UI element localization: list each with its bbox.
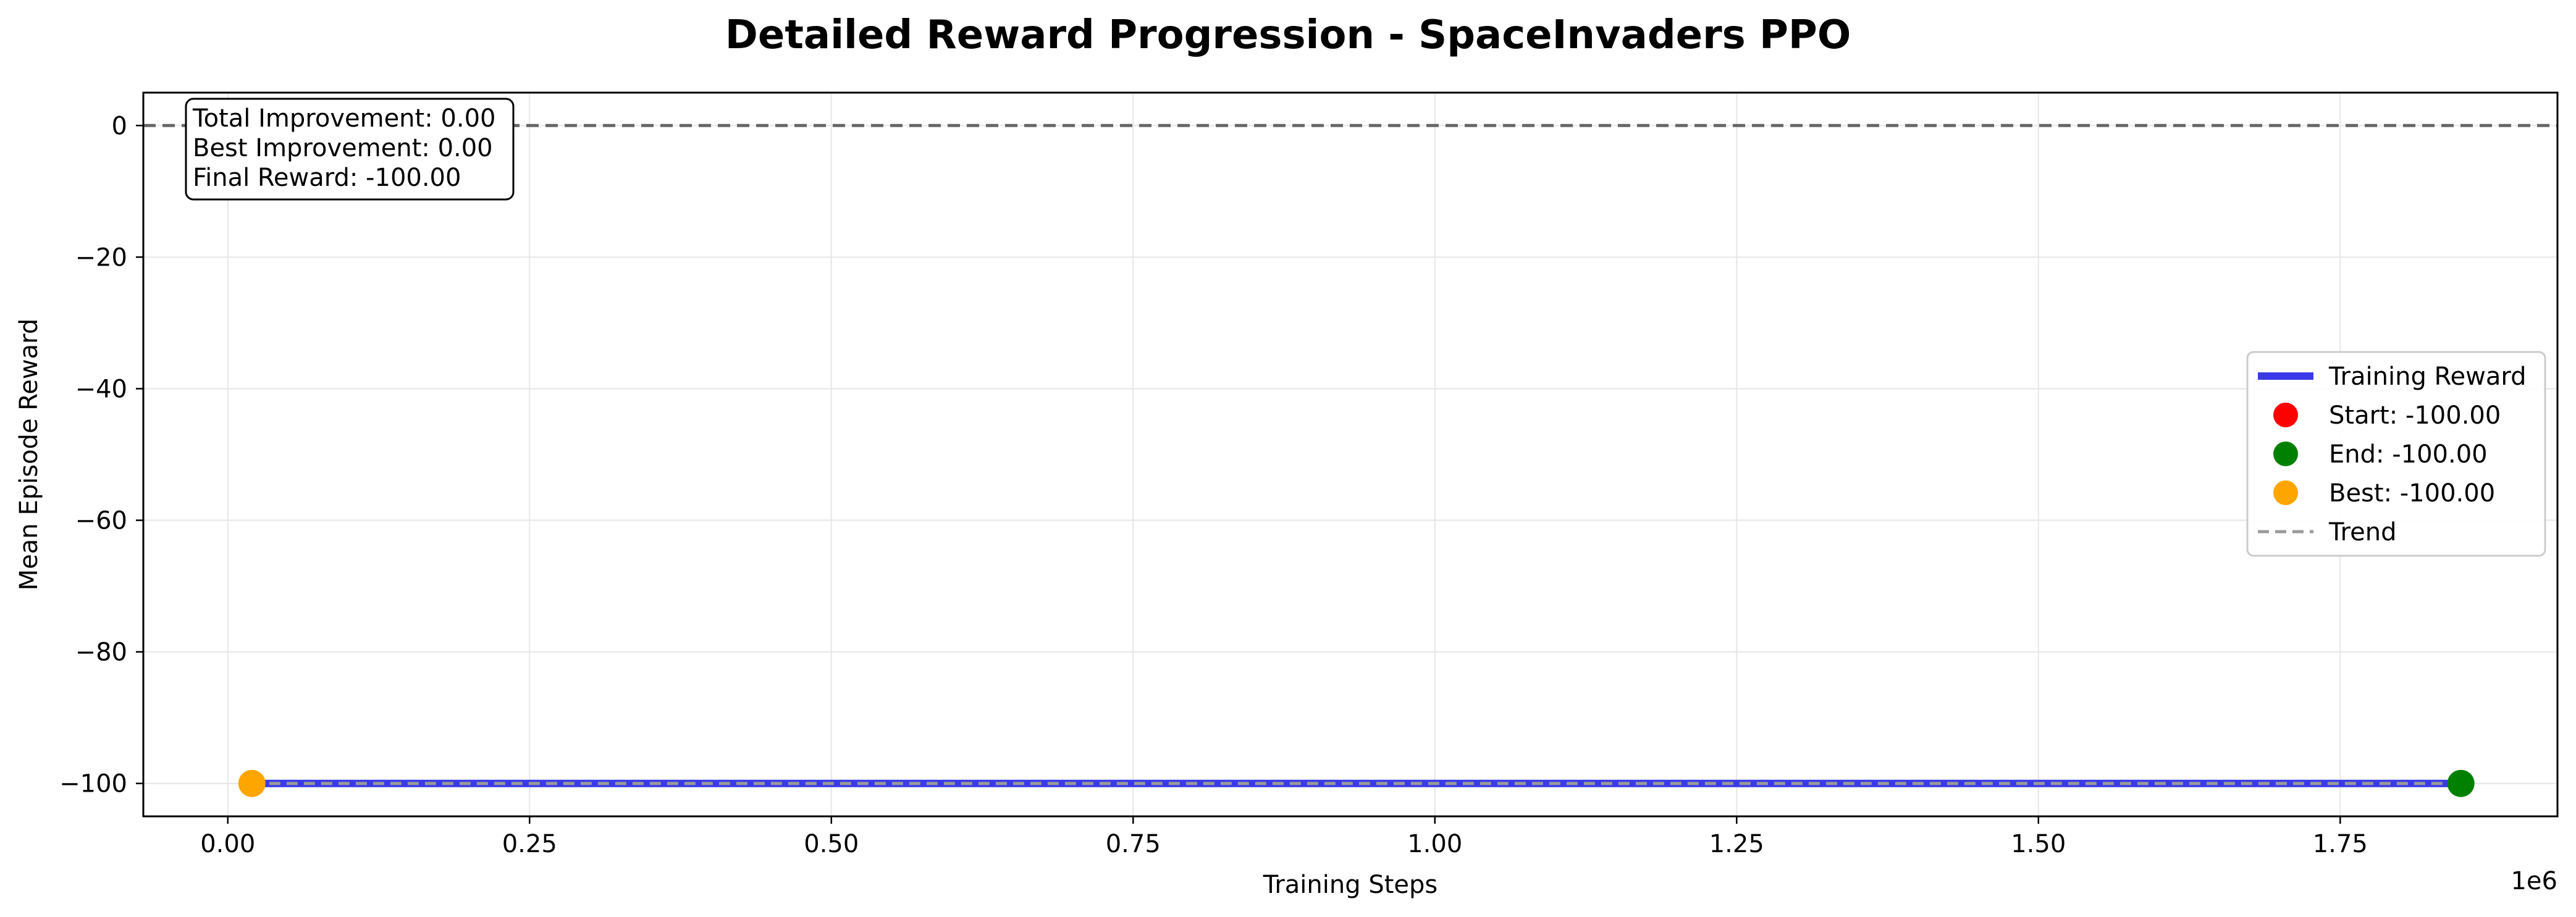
- legend-swatch-best: [2273, 480, 2298, 505]
- x-tick-label: 1.50: [2011, 830, 2066, 858]
- annotation-total-improvement: Total Improvement: 0.00: [192, 104, 495, 133]
- improvement-annotation: Total Improvement: 0.00 Best Improvement…: [185, 98, 515, 201]
- legend-label-start: Start: -100.00: [2329, 401, 2501, 430]
- x-tick-label: 1.25: [1709, 830, 1764, 858]
- y-tick-label: −20: [75, 243, 127, 272]
- legend-label-trend: Trend: [2328, 518, 2396, 546]
- legend-frame: [2246, 351, 2546, 557]
- chart-title: Detailed Reward Progression - SpaceInvad…: [725, 12, 1851, 58]
- annotation-frame: [185, 98, 515, 201]
- point-markers: [238, 769, 2475, 797]
- x-tick-label: 1.00: [1407, 830, 1462, 858]
- legend-swatch-end: [2273, 442, 2298, 466]
- end-marker: [2447, 769, 2475, 797]
- grid-lines: [143, 93, 2557, 816]
- y-tick-label: 0: [112, 112, 127, 140]
- y-axis-ticks: 0 −20 −40 −60 −80 −100: [59, 112, 143, 798]
- x-offset-label: 1e6: [2511, 867, 2557, 895]
- y-axis-label: Mean Episode Reward: [15, 319, 43, 590]
- x-tick-label: 0.25: [502, 830, 557, 858]
- legend-label-end: End: -100.00: [2329, 440, 2488, 469]
- x-tick-label: 0.00: [200, 830, 255, 858]
- x-tick-label: 0.50: [804, 830, 859, 858]
- y-tick-label: −80: [75, 639, 127, 667]
- y-tick-label: −40: [75, 375, 127, 403]
- annotation-best-improvement: Best Improvement: 0.00: [193, 134, 493, 162]
- x-axis-label: Training Steps: [1263, 871, 1437, 899]
- chart-legend: Training Reward Start: -100.00 End: -100…: [2246, 351, 2546, 557]
- plot-area-frame: [142, 91, 2559, 818]
- legend-label-training-reward: Training Reward: [2328, 362, 2527, 391]
- best-marker: [238, 769, 266, 797]
- annotation-final-reward: Final Reward: -100.00: [193, 164, 461, 192]
- y-tick-label: −60: [75, 507, 127, 535]
- x-tick-label: 1.75: [2313, 830, 2368, 858]
- legend-swatch-start: [2273, 403, 2298, 427]
- y-tick-label: −100: [59, 770, 127, 798]
- x-axis-ticks: 0.00 0.25 0.50 0.75 1.00 1.25 1.50 1.75: [200, 816, 2368, 858]
- legend-label-best: Best: -100.00: [2329, 479, 2495, 508]
- x-tick-label: 0.75: [1106, 830, 1161, 858]
